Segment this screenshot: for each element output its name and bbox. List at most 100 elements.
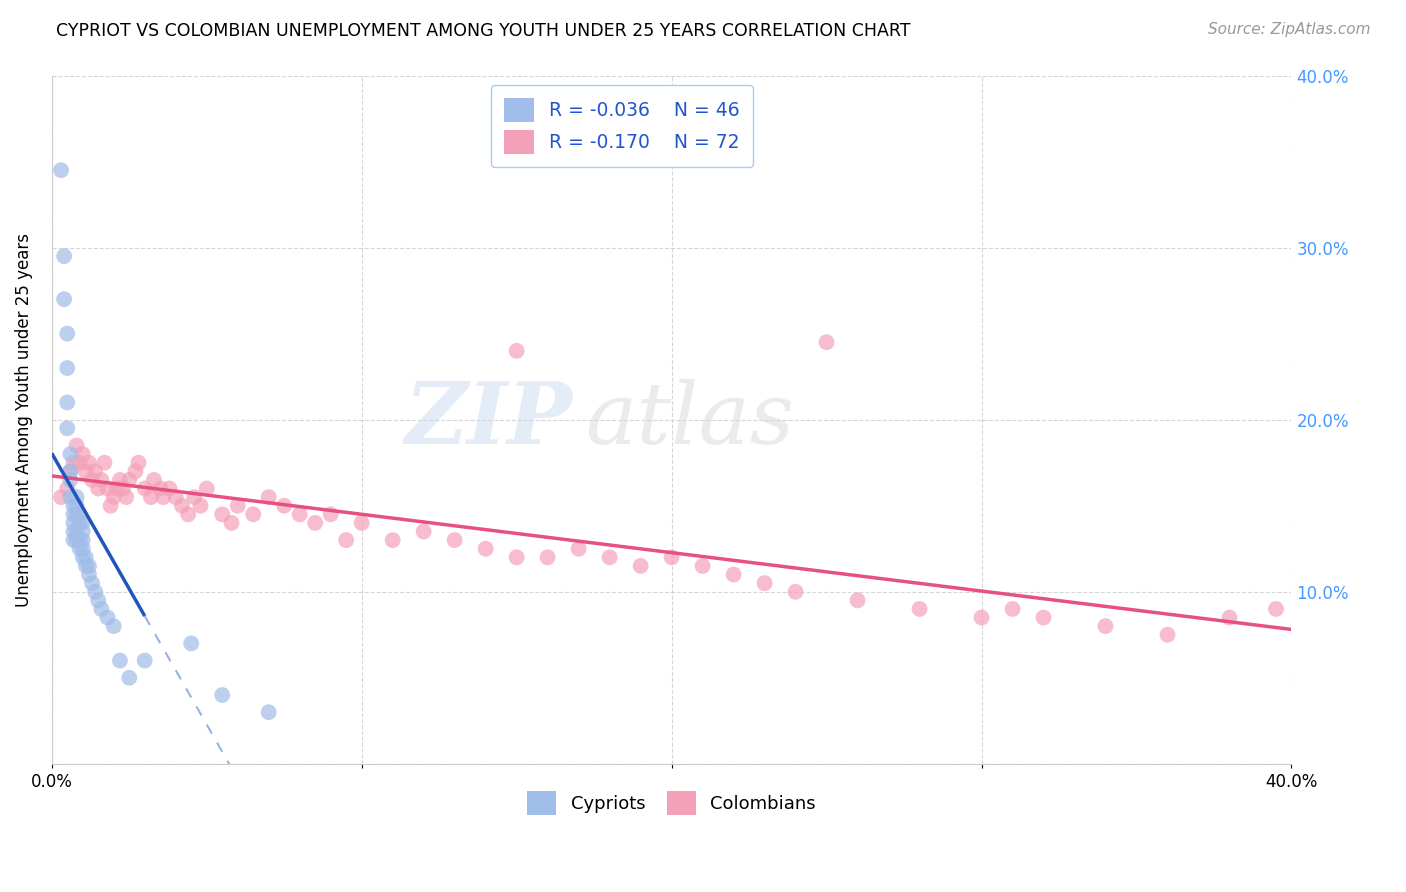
Point [62,508,84,522]
Point [211,688,233,702]
Point [180,636,202,650]
Point [69,541,91,556]
Text: CYPRIOT VS COLOMBIAN UNEMPLOYMENT AMONG YOUTH UNDER 25 YEARS CORRELATION CHART: CYPRIOT VS COLOMBIAN UNEMPLOYMENT AMONG … [56,22,911,40]
Point [118,473,141,487]
Point [103,490,125,504]
Point [96,482,118,496]
Point [134,654,156,668]
Point [350,516,373,530]
Point [75,550,97,565]
Point [108,473,131,487]
Point [72,541,94,556]
Point [1094,619,1116,633]
Point [69,456,91,470]
Text: ZIP: ZIP [405,378,572,461]
Point [59,464,82,478]
Point [65,499,87,513]
Point [49,490,72,504]
Point [69,516,91,530]
Point [53,292,76,306]
Point [77,456,100,470]
Point [474,541,496,556]
Point [56,482,79,496]
Legend: Cypriots, Colombians: Cypriots, Colombians [519,782,825,823]
Point [72,524,94,539]
Point [87,593,110,607]
Point [723,567,745,582]
Point [568,541,591,556]
Point [815,335,838,350]
Point [242,508,264,522]
Point [69,533,91,548]
Point [59,473,82,487]
Point [56,421,79,435]
Point [93,456,115,470]
Point [1032,610,1054,624]
Point [128,456,150,470]
Point [100,499,122,513]
Point [65,533,87,548]
Point [970,610,993,624]
Point [1218,610,1240,624]
Point [257,490,280,504]
Point [108,654,131,668]
Y-axis label: Unemployment Among Youth under 25 years: Unemployment Among Youth under 25 years [15,233,32,607]
Point [105,482,128,496]
Point [273,499,295,513]
Point [661,550,683,565]
Point [56,326,79,341]
Point [190,499,212,513]
Point [87,482,110,496]
Point [90,602,112,616]
Point [112,482,135,496]
Point [908,602,931,616]
Point [1001,602,1024,616]
Point [692,558,714,573]
Point [304,516,326,530]
Point [69,508,91,522]
Point [1156,628,1178,642]
Point [59,490,82,504]
Point [59,464,82,478]
Point [183,490,205,504]
Point [65,508,87,522]
Point [381,533,404,548]
Point [115,490,138,504]
Point [80,473,103,487]
Point [77,558,100,573]
Point [443,533,465,548]
Point [53,249,76,263]
Point [62,456,84,470]
Point [139,490,162,504]
Point [630,558,652,573]
Point [124,464,146,478]
Point [75,464,97,478]
Point [59,447,82,461]
Point [80,576,103,591]
Point [49,163,72,178]
Point [72,533,94,548]
Point [152,490,174,504]
Point [62,533,84,548]
Text: atlas: atlas [585,378,794,461]
Point [72,550,94,565]
Point [505,550,527,565]
Point [103,619,125,633]
Point [90,473,112,487]
Point [84,584,107,599]
Point [143,473,166,487]
Point [84,464,107,478]
Point [335,533,357,548]
Point [221,516,243,530]
Point [75,558,97,573]
Point [226,499,249,513]
Point [62,499,84,513]
Point [56,395,79,409]
Text: Source: ZipAtlas.com: Source: ZipAtlas.com [1208,22,1371,37]
Point [165,490,187,504]
Point [118,671,141,685]
Point [134,482,156,496]
Point [599,550,621,565]
Point [149,482,172,496]
Point [170,499,193,513]
